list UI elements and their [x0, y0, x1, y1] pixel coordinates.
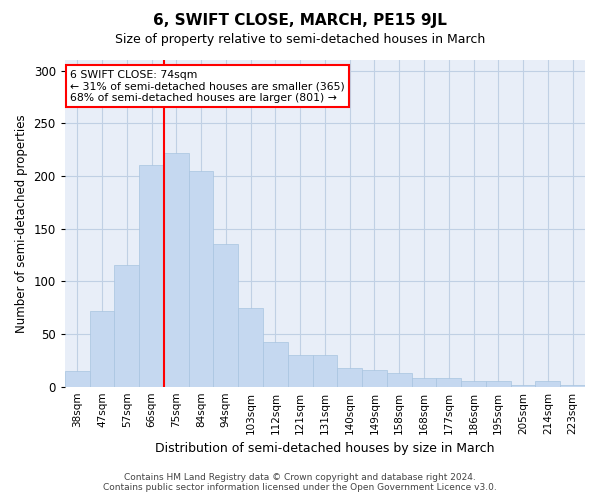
Bar — [65, 371, 89, 386]
Y-axis label: Number of semi-detached properties: Number of semi-detached properties — [15, 114, 28, 332]
Bar — [263, 342, 288, 386]
Bar — [115, 266, 139, 386]
Text: Contains HM Land Registry data © Crown copyright and database right 2024.
Contai: Contains HM Land Registry data © Crown c… — [103, 473, 497, 492]
Bar — [461, 382, 486, 386]
Bar — [511, 384, 535, 386]
Text: Size of property relative to semi-detached houses in March: Size of property relative to semi-detach… — [115, 32, 485, 46]
Text: 6, SWIFT CLOSE, MARCH, PE15 9JL: 6, SWIFT CLOSE, MARCH, PE15 9JL — [153, 12, 447, 28]
Bar — [313, 355, 337, 386]
Bar — [362, 370, 387, 386]
Bar — [238, 308, 263, 386]
Bar — [288, 355, 313, 386]
Bar — [535, 382, 560, 386]
X-axis label: Distribution of semi-detached houses by size in March: Distribution of semi-detached houses by … — [155, 442, 494, 455]
Text: 6 SWIFT CLOSE: 74sqm
← 31% of semi-detached houses are smaller (365)
68% of semi: 6 SWIFT CLOSE: 74sqm ← 31% of semi-detac… — [70, 70, 345, 103]
Bar — [214, 244, 238, 386]
Bar — [412, 378, 436, 386]
Bar — [337, 368, 362, 386]
Bar — [486, 382, 511, 386]
Bar — [560, 384, 585, 386]
Bar — [139, 166, 164, 386]
Bar — [89, 311, 115, 386]
Bar — [188, 170, 214, 386]
Bar — [164, 152, 188, 386]
Bar — [436, 378, 461, 386]
Bar — [387, 373, 412, 386]
